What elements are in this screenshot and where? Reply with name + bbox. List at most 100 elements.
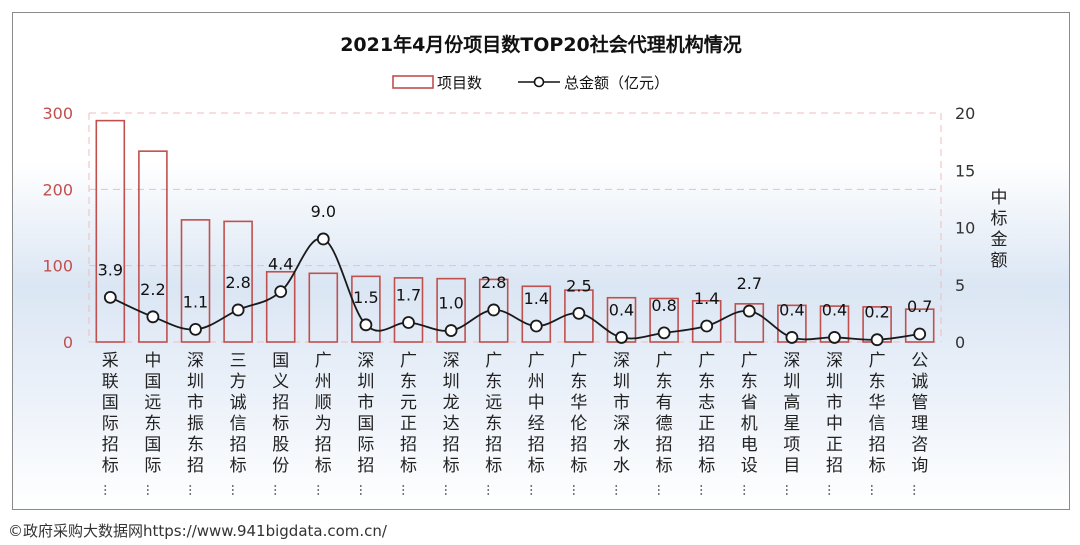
- bar: [95, 119, 126, 343]
- x-tick-label: 采联国际招标…: [101, 351, 119, 496]
- bar: [351, 275, 381, 343]
- line-point: [359, 318, 373, 332]
- x-tick-label: 深圳市中正招…: [826, 351, 844, 496]
- bar: [649, 297, 679, 343]
- bar: [521, 285, 552, 343]
- line-point: [700, 319, 714, 333]
- x-tick-label: 广东有德招标…: [655, 351, 673, 496]
- line-point: [572, 306, 586, 320]
- x-tick-label: 广东华伦招标…: [570, 351, 588, 496]
- chart-title: 2021年4月份项目数TOP20社会代理机构情况: [340, 33, 742, 56]
- line-point: [828, 331, 841, 344]
- x-tick-label: 广东元正招标…: [400, 351, 418, 496]
- right-tick-label: 20: [955, 104, 975, 123]
- legend: 项目数 总金额（亿元）: [392, 74, 669, 92]
- bar: [308, 272, 339, 343]
- line-point: [742, 304, 756, 318]
- x-tick-label: 三方诚信招标…: [229, 351, 247, 496]
- data-label: 0.2: [864, 303, 889, 322]
- data-label: 2.8: [481, 273, 506, 292]
- legend-line-label: 总金额（亿元）: [564, 74, 669, 92]
- bar: [180, 219, 211, 343]
- data-label: 1.4: [524, 289, 549, 308]
- bar: [691, 299, 722, 343]
- data-label: 0.4: [609, 300, 634, 319]
- right-tick-label: 5: [955, 276, 965, 295]
- bar: [223, 220, 253, 343]
- data-label: 1.5: [353, 288, 378, 307]
- data-label: 0.4: [822, 300, 847, 319]
- line-point: [487, 303, 501, 317]
- bar: [393, 277, 424, 343]
- bar: [138, 150, 168, 343]
- line-point: [316, 232, 330, 246]
- data-label: 9.0: [311, 202, 336, 221]
- line-point: [615, 331, 628, 344]
- line-path: [109, 237, 920, 341]
- line-point: [231, 303, 245, 317]
- line-points: [103, 232, 927, 347]
- x-tick-label: 深圳高星项目…: [783, 351, 801, 496]
- chart-frame: 2021年4月份项目数TOP20社会代理机构情况 项目数 总金额（亿元） 3.9…: [12, 12, 1070, 510]
- bar: [734, 303, 765, 343]
- line-point: [444, 324, 458, 337]
- x-tick-label: 中国远东国际…: [144, 351, 162, 496]
- right-axis-title: 中标金额: [991, 188, 1008, 271]
- bar: [904, 308, 935, 343]
- bar: [436, 277, 466, 343]
- left-tick-label: 100: [42, 257, 73, 276]
- line-point: [402, 316, 415, 329]
- legend-bar-swatch: [392, 75, 434, 89]
- data-label: 0.4: [779, 300, 804, 319]
- line-point: [146, 310, 160, 324]
- line-point: [189, 323, 202, 336]
- x-tick-label: 广州顺为招标…: [314, 351, 332, 496]
- x-tick-label: 广东省机电设…: [740, 351, 758, 496]
- data-label: 0.7: [907, 297, 932, 316]
- chart-svg: 2021年4月份项目数TOP20社会代理机构情况 项目数 总金额（亿元） 3.9…: [13, 13, 1069, 509]
- line-point: [913, 327, 927, 341]
- left-tick-label: 0: [63, 333, 73, 352]
- x-tick-label: 深圳龙达招标…: [442, 351, 460, 496]
- right-tick-label: 10: [955, 219, 975, 238]
- line-series: [109, 237, 920, 341]
- data-label: 0.8: [651, 296, 676, 315]
- bar: [265, 270, 296, 343]
- legend-line-marker: [533, 76, 545, 88]
- chart-background: [13, 13, 1069, 509]
- data-label: 2.2: [140, 280, 165, 299]
- data-label: 3.9: [98, 260, 123, 279]
- data-label: 2.7: [737, 274, 762, 293]
- right-tick-label: 0: [955, 333, 965, 352]
- data-label: 1.1: [183, 292, 208, 311]
- right-axis-ticks: 0 5 10 15 20: [955, 104, 975, 352]
- x-tick-label: 深圳市振东招…: [187, 351, 205, 496]
- data-label: 1.0: [438, 294, 463, 313]
- x-tick-label: 广州中经招标…: [527, 351, 545, 496]
- left-axis-ticks: 0 100 200 300: [42, 104, 73, 352]
- line-point: [274, 285, 288, 299]
- right-tick-label: 15: [955, 161, 975, 180]
- data-labels: 3.9 2.2 1.1 2.8 4.4 9.0 1.5 1.7 1.0 2.8 1.4 2.5 0.4 0…: [98, 202, 933, 322]
- legend-bar-label: 项目数: [437, 74, 482, 92]
- data-label: 2.5: [566, 276, 591, 295]
- line-point: [657, 326, 671, 340]
- line-point: [103, 290, 117, 304]
- x-tick-label: 广东华信招标…: [868, 351, 886, 496]
- x-tick-label: 广东志正招标…: [698, 351, 716, 496]
- data-label: 4.4: [268, 255, 293, 274]
- line-point: [785, 331, 799, 344]
- x-tick-label: 深圳市国际招…: [357, 351, 375, 496]
- left-tick-label: 300: [42, 104, 73, 123]
- data-label: 2.8: [225, 273, 250, 292]
- x-tick-label: 广东远东招标…: [485, 351, 503, 496]
- data-label: 1.4: [694, 289, 719, 308]
- x-axis-labels: 采联国际招标… 中国远东国际… 深圳市振东招… 三方诚信招标… 国义招标股份… 广州顺为招…: [101, 351, 928, 496]
- x-tick-label: 公诚管理咨询…: [911, 351, 929, 496]
- data-label: 1.7: [396, 286, 421, 305]
- x-tick-label: 国义招标股份…: [272, 351, 290, 496]
- left-tick-label: 200: [42, 180, 73, 199]
- x-tick-label: 深圳市深水水…: [613, 351, 631, 496]
- footer-source: ©政府采购大数据网https://www.941bigdata.com.cn/: [8, 522, 387, 540]
- bar: [478, 278, 509, 343]
